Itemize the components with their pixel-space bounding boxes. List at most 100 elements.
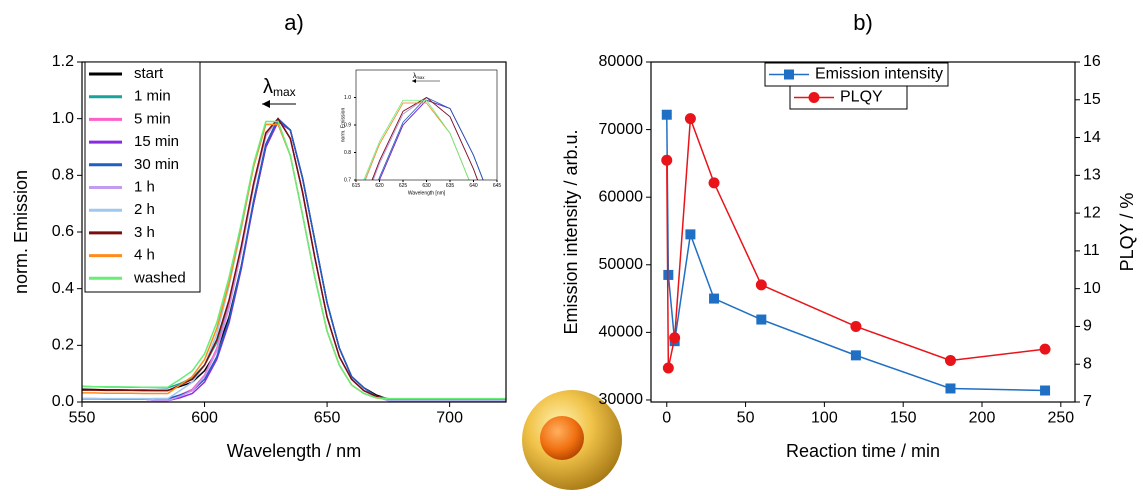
legend-box xyxy=(84,61,201,293)
x-tick-label: 625 xyxy=(399,183,408,189)
legend-label: 2 h xyxy=(134,201,155,218)
y2-tick-label: 15 xyxy=(1083,91,1101,108)
x-tick-label: 700 xyxy=(436,409,463,426)
y-axis-label: Emission intensity / arb.u. xyxy=(561,129,581,334)
x-tick-label: 100 xyxy=(811,409,838,426)
data-point xyxy=(684,113,696,125)
legend-label: 15 min xyxy=(134,133,179,150)
y-tick-label: 1.0 xyxy=(344,95,351,101)
x-tick-label: 635 xyxy=(446,183,455,189)
x-tick-label: 640 xyxy=(469,183,478,189)
y-tick-label: 50000 xyxy=(599,256,644,273)
y-tick-label: 80000 xyxy=(599,53,644,70)
y-tick-label: 0.2 xyxy=(52,337,74,354)
x-tick-label: 645 xyxy=(493,183,502,189)
y2-tick-label: 11 xyxy=(1083,242,1100,259)
y-tick-label: 1.0 xyxy=(52,110,74,127)
y-tick-label: 0.9 xyxy=(344,122,351,128)
y2-axis-label: PLQY / % xyxy=(1117,193,1137,272)
y-tick-label: 60000 xyxy=(599,188,644,205)
chart: 615 620 625 630 635 640 645 0.7 0.8 0.9 1.0 Wavelen… xyxy=(340,69,502,196)
core-shell-sphere xyxy=(522,390,622,490)
y-tick-label: 70000 xyxy=(599,121,644,138)
series-line xyxy=(82,120,506,400)
legend-label: 30 min xyxy=(134,156,179,173)
y-tick-label: 1.2 xyxy=(52,53,74,70)
annotation-subscript: max xyxy=(273,85,296,99)
plot-area xyxy=(363,96,484,180)
y2-tick-label: 16 xyxy=(1083,53,1101,70)
series-line xyxy=(378,97,484,180)
x-tick-label: 250 xyxy=(1047,409,1074,426)
chart: 550 600 650 700 0.0 0.2 0.4 0.6 0.8 1.0 1.2 a) Wavel… xyxy=(11,10,507,461)
y-tick-label: 0.7 xyxy=(344,177,351,183)
legend-label: 3 h xyxy=(134,224,155,241)
x-tick-label: 630 xyxy=(422,183,431,189)
data-point xyxy=(944,354,956,366)
annotation: λmax xyxy=(263,76,296,99)
x-axis-label: Reaction time / min xyxy=(786,441,940,461)
series-line xyxy=(666,114,1046,392)
data-point xyxy=(1040,385,1051,396)
x-tick-label: 600 xyxy=(191,409,218,426)
inset-background xyxy=(356,70,497,180)
legend-marker xyxy=(808,92,820,103)
y2-tick-label: 8 xyxy=(1083,355,1092,372)
y2-tick-label: 13 xyxy=(1083,167,1101,184)
plot-area xyxy=(82,117,506,402)
legend-label: washed xyxy=(133,269,186,286)
data-point xyxy=(850,350,861,361)
data-point xyxy=(850,320,862,332)
x-tick-label: 0 xyxy=(662,409,671,426)
x-tick-label: 50 xyxy=(737,409,755,426)
series-line xyxy=(371,97,479,180)
y2-tick-label: 10 xyxy=(1083,280,1101,297)
legend-label: 1 min xyxy=(134,88,171,105)
legend-label: Emission intensity xyxy=(815,66,943,83)
y-tick-label: 0.8 xyxy=(52,167,74,184)
annotation-symbol: λ xyxy=(413,73,417,80)
data-point xyxy=(662,362,674,374)
y-tick-label: 0.0 xyxy=(52,393,74,410)
annotation-arrowhead xyxy=(412,79,416,83)
legend-label: 4 h xyxy=(134,247,155,264)
legend-label: 1 h xyxy=(134,178,155,195)
data-point xyxy=(685,229,696,240)
data-point xyxy=(708,177,720,189)
y-tick-label: 30000 xyxy=(599,391,644,408)
data-point xyxy=(945,383,956,394)
data-point xyxy=(756,314,767,325)
x-axis-label: Wavelength [nm] xyxy=(408,190,446,196)
data-point xyxy=(709,293,720,304)
y2-tick-label: 7 xyxy=(1083,393,1092,410)
series-line xyxy=(363,99,470,180)
x-tick-label: 615 xyxy=(352,183,361,189)
y-axis-label: norm. Emission xyxy=(340,108,346,143)
x-tick-label: 550 xyxy=(69,409,96,426)
chart-title: a) xyxy=(284,10,304,35)
y-tick-label: 0.6 xyxy=(52,223,74,240)
plot-frame xyxy=(650,61,1076,403)
x-tick-label: 620 xyxy=(375,183,384,189)
legend-label: start xyxy=(134,65,164,82)
legend-box xyxy=(789,85,908,110)
y2-tick-label: 14 xyxy=(1083,129,1101,146)
annotation-subscript: max xyxy=(417,75,426,80)
y2-tick-label: 9 xyxy=(1083,318,1092,335)
y-tick-label: 40000 xyxy=(599,324,644,341)
y-tick-label: 0.4 xyxy=(52,280,74,297)
chart: 0 50 100 150 200 250 30000 40000 50000 60000 70000… xyxy=(561,10,1137,461)
data-point xyxy=(661,154,673,166)
x-tick-label: 150 xyxy=(890,409,917,426)
y-tick-label: 0.8 xyxy=(344,150,351,156)
legend-marker xyxy=(784,69,794,80)
annotation: λmax xyxy=(413,73,425,80)
x-axis-label: Wavelength / nm xyxy=(227,441,361,461)
data-point xyxy=(669,332,681,344)
y-axis-label: norm. Emission xyxy=(11,170,31,294)
annotation-arrowhead xyxy=(262,100,270,108)
legend-label: 5 min xyxy=(134,110,171,127)
legend-label: PLQY xyxy=(840,89,883,106)
x-tick-label: 200 xyxy=(969,409,996,426)
